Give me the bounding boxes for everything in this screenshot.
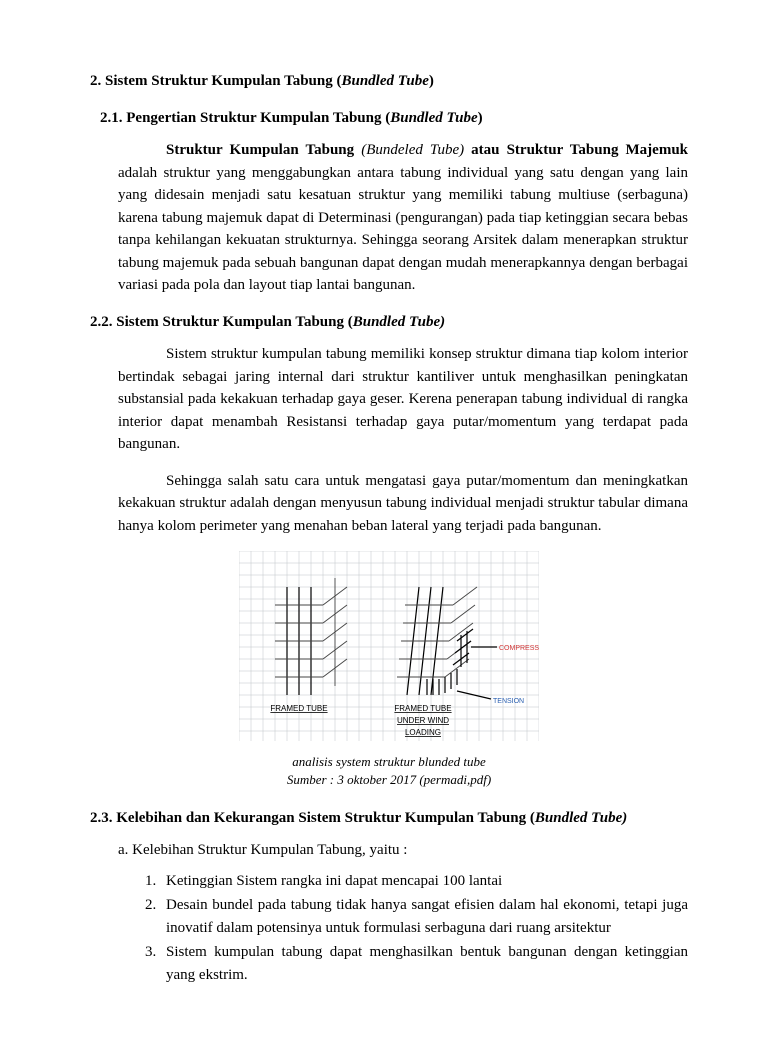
advantages-list: Ketinggian Sistem rangka ini dapat menca… xyxy=(142,870,688,987)
h21-title: Pengertian Struktur Kumpulan Tabung xyxy=(126,110,381,126)
h23-paren: Bundled Tube) xyxy=(535,810,627,826)
label-left: FRAMED TUBE xyxy=(270,704,327,713)
h22-number: 2.2. xyxy=(90,314,113,330)
compression-hatch xyxy=(453,629,473,667)
list-item: Ketinggian Sistem rangka ini dapat menca… xyxy=(160,870,688,893)
section-number: 2 xyxy=(90,73,98,89)
structural-diagram-figure: FRAMED TUBE FRAMED TUBE UNDER WIND LOADI… xyxy=(90,551,688,789)
h21-paren: Bundled Tube xyxy=(390,110,477,126)
subsection-21-heading: 2.1. Pengertian Struktur Kumpulan Tabung… xyxy=(100,107,688,130)
subsection-22-heading: 2.2. Sistem Struktur Kumpulan Tabung (Bu… xyxy=(90,311,688,334)
h21-number: 2.1. xyxy=(100,110,123,126)
bundled-tube-diagram: FRAMED TUBE FRAMED TUBE UNDER WIND LOADI… xyxy=(239,551,539,741)
h22-paren: Bundled Tube) xyxy=(353,314,445,330)
section-heading: 2. Sistem Struktur Kumpulan Tabung (Bund… xyxy=(90,70,688,93)
s23-sub-a: a. Kelebihan Struktur Kumpulan Tabung, y… xyxy=(118,839,688,862)
label-right-2: UNDER WIND xyxy=(397,716,449,725)
s21-rest: adalah struktur yang menggabungkan antar… xyxy=(118,165,688,294)
list-item: Desain bundel pada tabung tidak hanya sa… xyxy=(160,894,688,939)
h22-title: Sistem Struktur Kumpulan Tabung xyxy=(116,314,344,330)
s21-paren: (Bundeled Tube) xyxy=(361,142,464,158)
section-title-paren: Bundled Tube xyxy=(341,73,428,89)
h23-number: 2.3. xyxy=(90,810,113,826)
caption-line2: Sumber : 3 oktober 2017 (permadi,pdf) xyxy=(287,772,491,787)
s21-paragraph: Struktur Kumpulan Tabung (Bundeled Tube)… xyxy=(118,139,688,297)
annot-tension: TENSION xyxy=(493,698,524,705)
list-item: Sistem kumpulan tabung dapat menghasilka… xyxy=(160,941,688,986)
s21-bold2: atau Struktur Tabung Majemuk xyxy=(464,142,688,158)
left-framed-tube xyxy=(275,569,347,695)
s22-p1: Sistem struktur kumpulan tabung memiliki… xyxy=(118,343,688,456)
caption-line1: analisis system struktur blunded tube xyxy=(292,754,486,769)
section-title: Sistem Struktur Kumpulan Tabung xyxy=(105,73,333,89)
subsection-23-heading: 2.3. Kelebihan dan Kekurangan Sistem Str… xyxy=(90,807,688,830)
label-right-3: LOADING xyxy=(405,728,441,737)
label-right-1: FRAMED TUBE xyxy=(394,704,451,713)
s22-p2: Sehingga salah satu cara untuk mengatasi… xyxy=(118,470,688,538)
h23-title: Kelebihan dan Kekurangan Sistem Struktur… xyxy=(116,810,526,826)
s21-lead: Struktur Kumpulan Tabung xyxy=(166,142,354,158)
figure-caption: analisis system struktur blunded tube Su… xyxy=(90,753,688,789)
annot-compression: COMPRESSION xyxy=(499,645,539,652)
right-framed-tube xyxy=(395,569,497,699)
